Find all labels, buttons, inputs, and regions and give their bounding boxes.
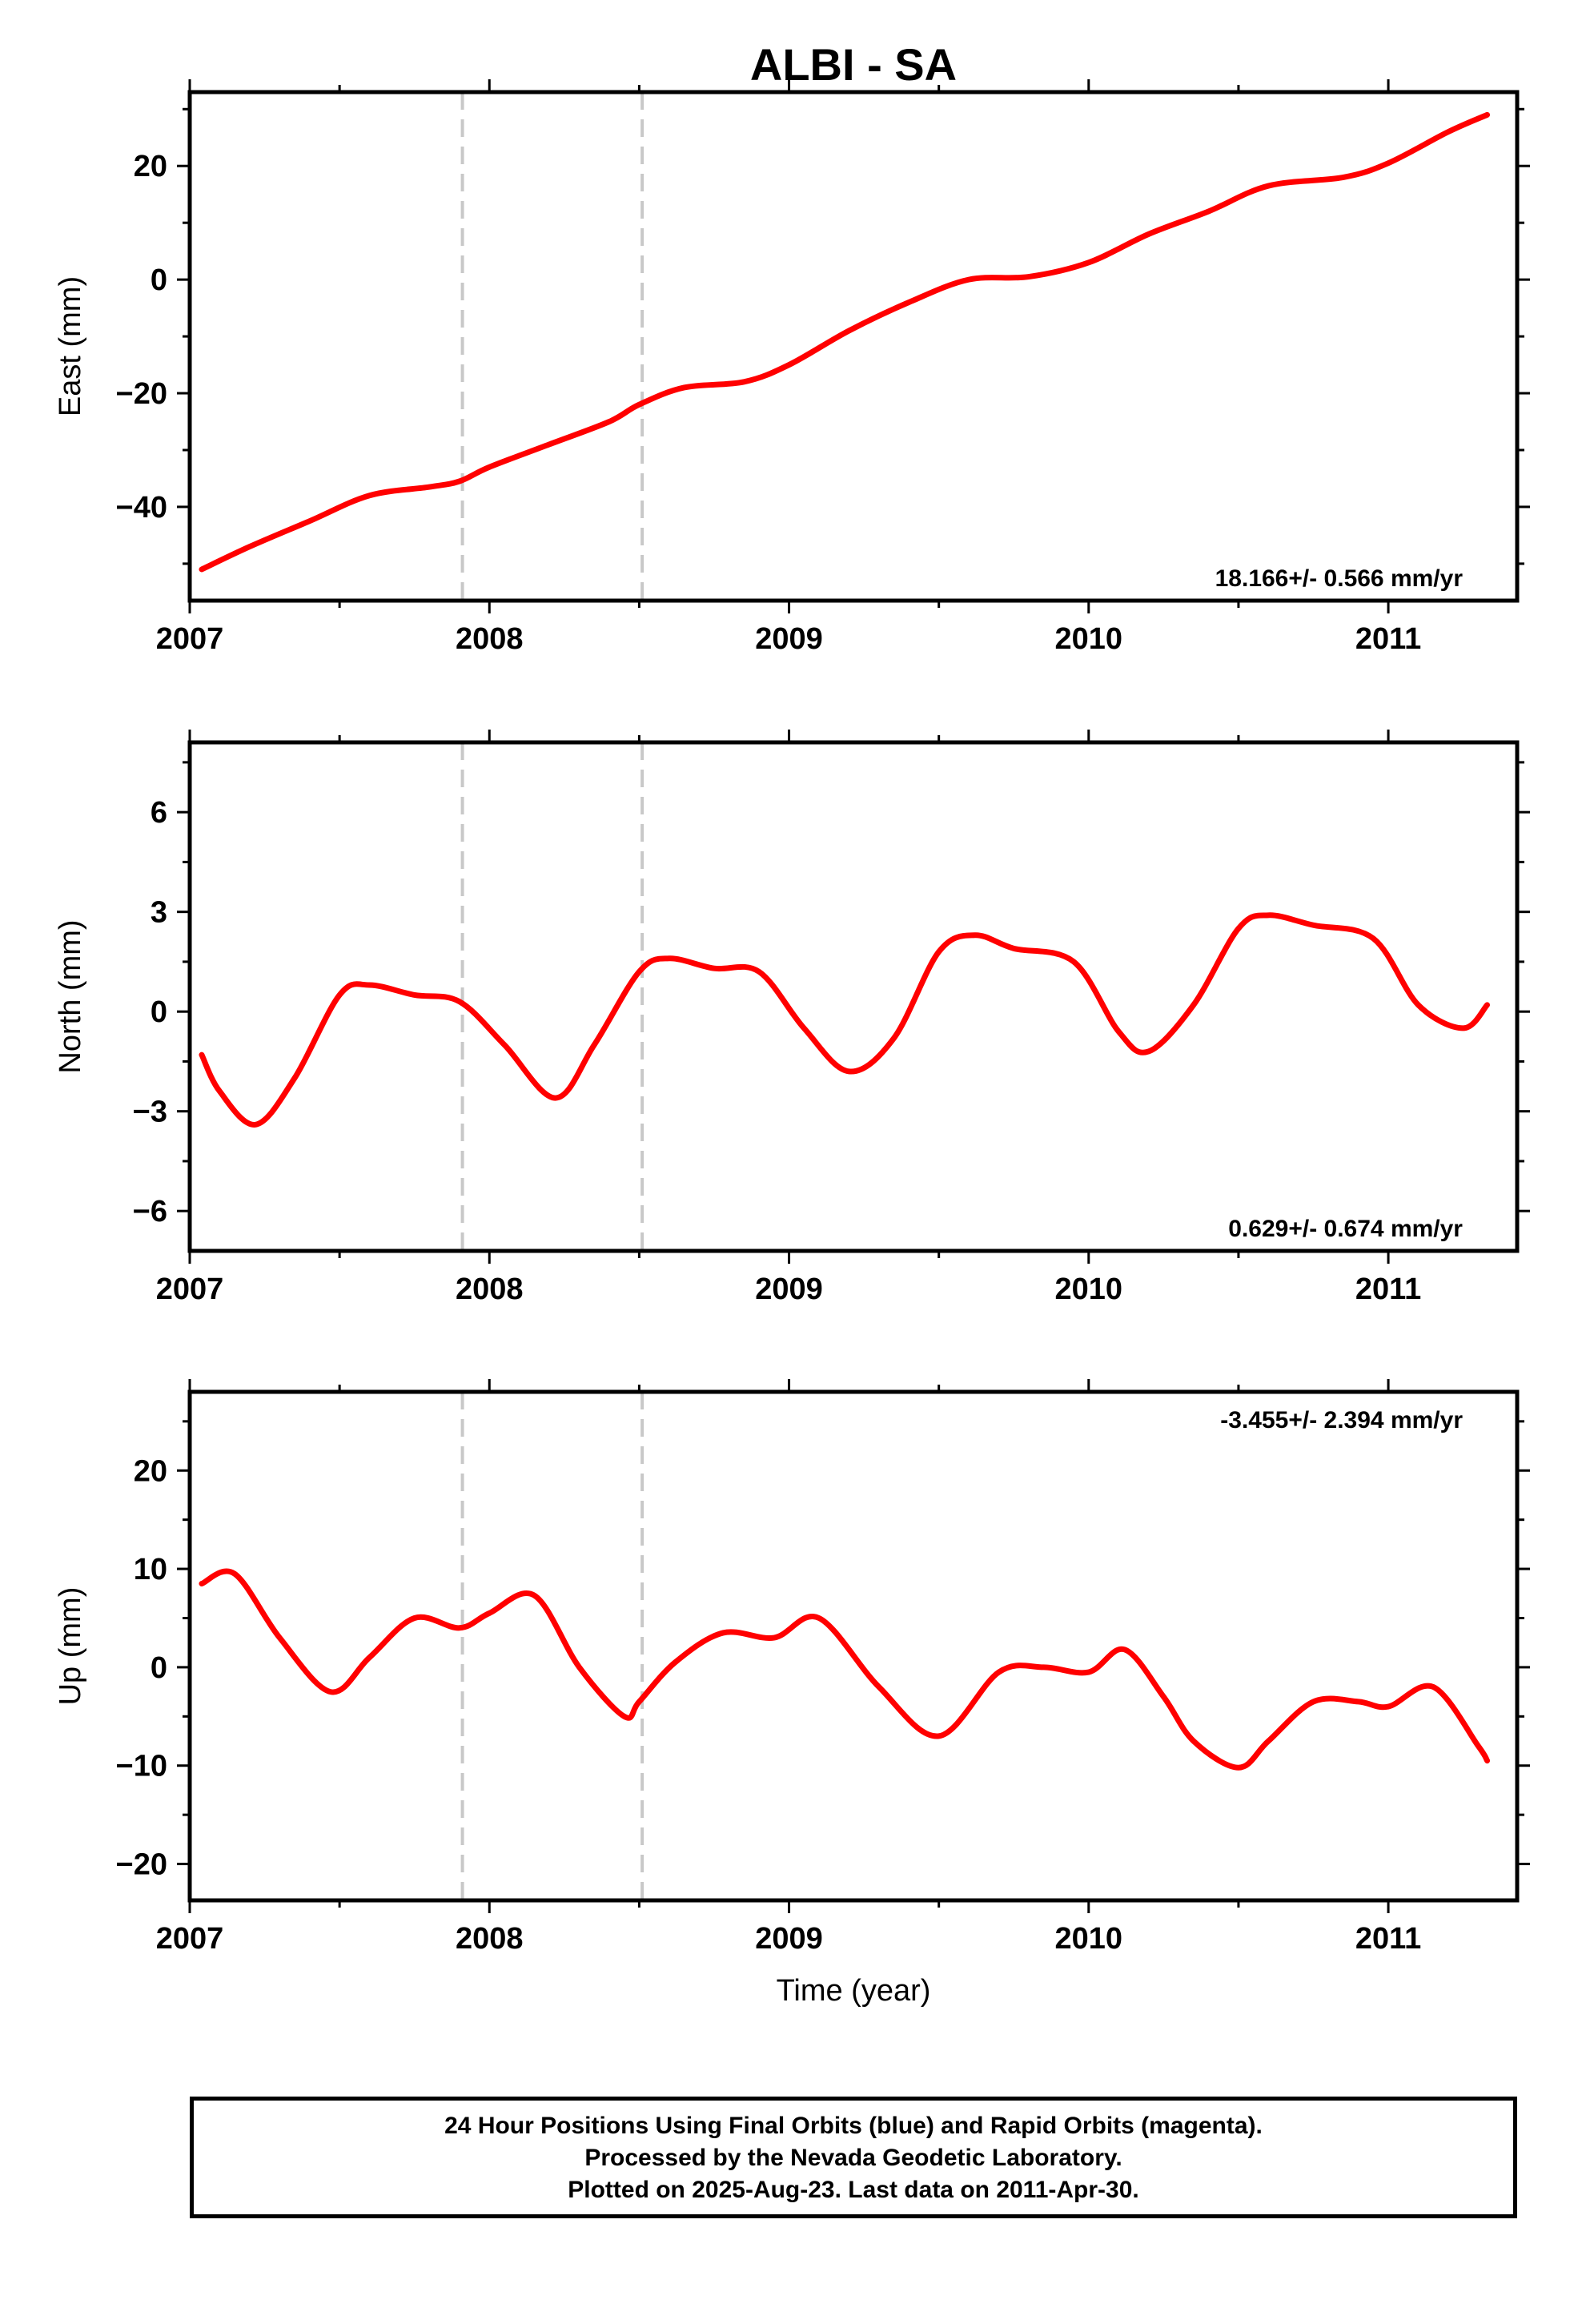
plot-frame (187, 1389, 1520, 1903)
y-tick-label: 10 (134, 1553, 167, 1586)
y-tick-label: −6 (133, 1195, 167, 1228)
footer-line-2: Processed by the Nevada Geodetic Laborat… (584, 2145, 1122, 2171)
panel-1: 2007 2008 2009 2010 2011 −6 −3 0 3 6 North (mm) 0.6… (54, 730, 1530, 1306)
y-tick-label: −40 (116, 491, 167, 525)
y-tick-label: 20 (134, 150, 167, 183)
fit-curve (199, 1568, 1491, 1771)
y-tick-label: 0 (151, 263, 167, 297)
y-tick-label: 3 (151, 896, 167, 930)
rate-annotation: -3.455+/- 2.394 mm/yr (1220, 1407, 1463, 1433)
x-tick-label: 2009 (755, 1922, 823, 1956)
chart-title: ALBI - SA (750, 39, 957, 90)
panel-2: 2007 2008 2009 2010 2011 −20 −10 0 10 20 Up (mm) Ti… (54, 1379, 1530, 2008)
footer-line-3: Plotted on 2025-Aug-23. Last data on 201… (568, 2177, 1139, 2203)
y-tick-label: 0 (151, 995, 167, 1029)
rate-annotation: 0.629+/- 0.674 mm/yr (1228, 1216, 1463, 1242)
x-tick-label: 2008 (456, 1273, 524, 1306)
x-tick-label: 2011 (1355, 622, 1421, 656)
x-axis-label: Time (year) (777, 1974, 931, 2008)
footer-caption: 24 Hour Positions Using Final Orbits (bl… (190, 2097, 1517, 2218)
y-tick-label: −20 (116, 1848, 167, 1882)
y-tick-label: 6 (151, 796, 167, 830)
panel-0: 2007 2008 2009 2010 2011 −40 −20 0 20 East (mm) 18… (54, 79, 1530, 656)
footer-line-1: 24 Hour Positions Using Final Orbits (bl… (444, 2113, 1263, 2139)
y-axis-label: Up (mm) (54, 1587, 87, 1706)
x-tick-label: 2011 (1355, 1922, 1421, 1956)
y-tick-label: 0 (151, 1651, 167, 1685)
x-tick-label: 2009 (755, 622, 823, 656)
rate-annotation: 18.166+/- 0.566 mm/yr (1215, 565, 1464, 592)
y-tick-label: −10 (116, 1750, 167, 1783)
x-tick-label: 2008 (456, 1922, 524, 1956)
y-axis-label: North (mm) (54, 919, 87, 1073)
x-tick-label: 2011 (1355, 1273, 1421, 1306)
fit-curve (199, 111, 1491, 573)
y-tick-label: 20 (134, 1454, 167, 1488)
x-tick-label: 2010 (1055, 622, 1123, 656)
x-tick-label: 2007 (156, 622, 224, 656)
y-tick-label: −20 (116, 377, 167, 411)
fit-curve (199, 912, 1491, 1128)
x-tick-label: 2007 (156, 1922, 224, 1956)
y-axis-label: East (mm) (54, 276, 87, 416)
plot-frame (187, 90, 1520, 603)
x-tick-label: 2010 (1055, 1273, 1123, 1306)
plot-frame (187, 740, 1520, 1253)
x-tick-label: 2007 (156, 1273, 224, 1306)
x-tick-label: 2010 (1055, 1922, 1123, 1956)
y-tick-label: −3 (133, 1096, 167, 1129)
x-tick-label: 2009 (755, 1273, 823, 1306)
x-tick-label: 2008 (456, 622, 524, 656)
